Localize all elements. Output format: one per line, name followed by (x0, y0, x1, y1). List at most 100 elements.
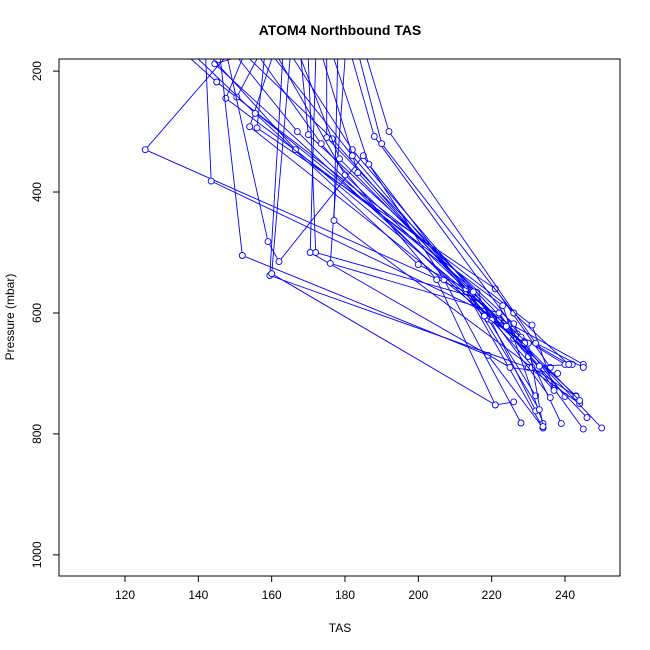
series-5 (222, 59, 547, 428)
series-line (227, 59, 522, 424)
data-point (495, 309, 503, 317)
series-line (366, 59, 584, 368)
data-point (414, 261, 422, 269)
data-point (521, 339, 529, 347)
series-32 (366, 59, 587, 371)
data-point (557, 420, 565, 428)
y-axis: 200 400 600 800 1000 (30, 61, 59, 568)
series-line (212, 59, 544, 427)
data-point (532, 339, 540, 347)
data-point (348, 152, 356, 160)
series-16 (323, 59, 573, 368)
data-point (433, 276, 441, 284)
data-point (253, 124, 261, 132)
series-line (271, 59, 514, 406)
data-point (354, 169, 362, 177)
data-point (499, 302, 507, 310)
series-line (225, 59, 544, 424)
series-10 (227, 59, 525, 427)
y-tick-label: 1000 (30, 541, 44, 568)
series-line (269, 59, 580, 405)
data-point (222, 94, 230, 102)
data-point (317, 140, 325, 148)
data-point (207, 177, 215, 185)
data-point (251, 109, 259, 117)
data-point (480, 312, 488, 320)
data-point (293, 128, 301, 136)
data-point (524, 353, 532, 360)
series-line (351, 59, 566, 365)
series-25 (212, 59, 547, 431)
data-point (341, 171, 349, 179)
x-tick-label: 240 (555, 588, 575, 602)
x-axis: 120 140 160 180 200 220 240 (115, 576, 575, 602)
data-point (506, 363, 514, 371)
series-18 (330, 59, 580, 400)
data-point (292, 146, 299, 154)
y-axis-label: Pressure (mbar) (3, 274, 17, 361)
series-line (307, 59, 551, 398)
data-point (539, 423, 547, 431)
y-tick-label: 800 (30, 424, 44, 444)
data-point (510, 398, 518, 406)
data-point (535, 362, 543, 370)
y-tick-label: 400 (30, 182, 44, 202)
data-point (141, 146, 149, 154)
data-point (546, 394, 554, 402)
data-point (213, 78, 221, 86)
y-tick-label: 600 (30, 303, 44, 323)
series-line (333, 59, 577, 397)
data-point (370, 132, 378, 140)
x-tick-label: 120 (115, 588, 135, 602)
x-tick-label: 140 (188, 588, 208, 602)
series-7 (219, 59, 547, 432)
data-point (598, 424, 606, 432)
data-point (385, 128, 393, 136)
series-31 (197, 59, 477, 296)
data-point (304, 131, 312, 139)
series-30 (359, 59, 573, 368)
data-point (528, 321, 536, 329)
data-point (565, 360, 573, 368)
series-line (300, 59, 581, 401)
data-point (579, 425, 587, 433)
series-line (278, 59, 603, 429)
data-point (246, 123, 254, 131)
x-tick-label: 180 (335, 588, 355, 602)
x-axis-label: TAS (329, 621, 351, 635)
x-tick-label: 160 (262, 588, 282, 602)
series-21 (322, 59, 576, 370)
series-line (238, 59, 525, 344)
series-line (249, 59, 555, 391)
data-point (510, 309, 518, 317)
series-27 (260, 59, 499, 409)
data-point (336, 155, 343, 163)
data-point (378, 140, 386, 148)
series-line (333, 59, 537, 397)
series-line (219, 59, 544, 429)
series-line (260, 59, 496, 406)
series-line (322, 59, 573, 367)
series-29 (300, 59, 584, 405)
y-tick-label: 200 (30, 61, 44, 81)
data-point (583, 414, 591, 422)
series-line (309, 59, 558, 374)
series-line (326, 59, 569, 365)
series-15 (307, 59, 554, 402)
series-20 (293, 59, 591, 422)
data-point (365, 160, 373, 168)
plot-frame (58, 58, 621, 577)
data-point (330, 216, 338, 224)
series-line (293, 59, 588, 418)
series-line (144, 59, 544, 429)
data-point (554, 369, 562, 377)
data-point (576, 397, 584, 405)
series-line (359, 59, 570, 365)
chart-title: ATOM4 Northbound TAS (259, 22, 422, 38)
series-22 (333, 59, 540, 400)
series-line (274, 59, 540, 410)
data-point (275, 258, 283, 266)
series-23 (351, 59, 569, 368)
data-point (502, 322, 510, 330)
